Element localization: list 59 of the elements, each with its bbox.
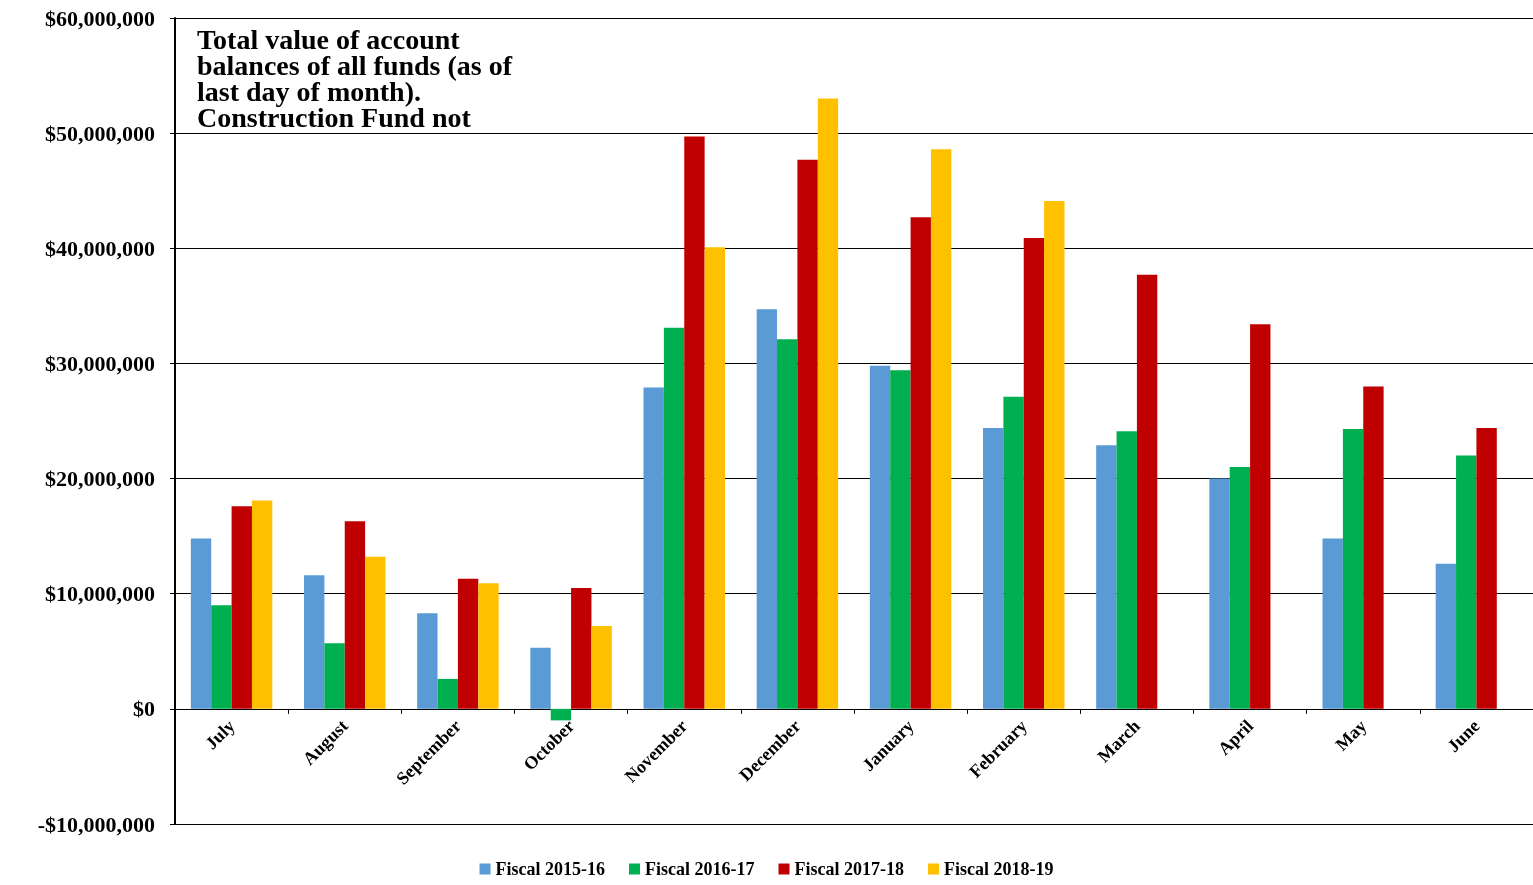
y-tick-label: $60,000,000	[45, 5, 155, 31]
bar	[530, 647, 551, 709]
bar	[756, 309, 778, 709]
bar	[1116, 431, 1137, 709]
y-tick-label: $30,000,000	[45, 350, 155, 376]
y-tick-label: $20,000,000	[45, 466, 155, 492]
legend-label: Fiscal 2017-18	[794, 859, 904, 879]
y-tick-label: $50,000,000	[45, 120, 155, 146]
bar	[571, 587, 592, 709]
bar	[1003, 396, 1024, 709]
bar	[550, 708, 572, 721]
bar	[591, 625, 612, 709]
bar	[304, 575, 325, 709]
bar	[684, 136, 705, 709]
bar	[190, 538, 212, 709]
text: Total value of account balances of all funds (as of last day of month). Construction Fund not	[197, 23, 520, 133]
legend-label: Fiscal 2016-17	[645, 859, 755, 879]
bar	[817, 98, 839, 709]
y-tick-label: $40,000,000	[45, 235, 155, 261]
legend-label: Fiscal 2018-19	[943, 859, 1054, 879]
y-tick-label: $10,000,000	[45, 581, 155, 607]
bar	[890, 370, 911, 709]
bar	[1476, 427, 1497, 709]
bar	[1435, 563, 1457, 709]
bar	[910, 217, 931, 709]
bar	[777, 339, 798, 709]
legend-label: Fiscal 2015-16	[495, 859, 606, 879]
bar	[324, 643, 345, 709]
bar	[365, 556, 386, 709]
bar	[417, 613, 438, 709]
bar	[1229, 467, 1251, 709]
bar	[930, 149, 952, 709]
bar	[1044, 201, 1065, 709]
bar	[643, 387, 664, 709]
bar	[1023, 237, 1045, 709]
bar	[1209, 478, 1230, 709]
bar	[1342, 429, 1364, 709]
bar	[478, 583, 499, 709]
bar	[211, 605, 232, 709]
bar	[663, 327, 685, 709]
bar	[1456, 455, 1477, 709]
bar	[1322, 538, 1343, 709]
bar	[1250, 324, 1271, 709]
bar	[251, 500, 273, 709]
bar	[457, 578, 479, 709]
bar	[1363, 386, 1384, 709]
bar	[869, 365, 891, 709]
bar	[704, 247, 725, 709]
y-tick-label: -$10,000,000	[37, 811, 155, 837]
bar	[344, 521, 366, 709]
y-tick-label: $0	[133, 696, 155, 722]
x-tick-label: May	[1331, 715, 1371, 755]
bar	[1096, 445, 1117, 709]
bar	[437, 678, 458, 709]
bar	[1136, 274, 1158, 709]
x-tick-label: July	[201, 715, 239, 754]
bar	[983, 427, 1004, 709]
bar	[797, 159, 818, 709]
bar	[231, 506, 252, 709]
